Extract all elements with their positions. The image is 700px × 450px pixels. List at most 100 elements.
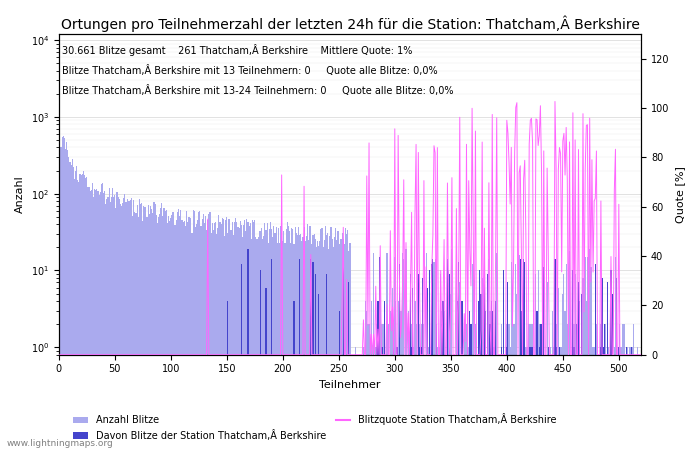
Bar [448,270,449,450]
Bar [94,189,95,450]
Bar [92,183,93,450]
Bar [375,347,377,450]
Bar [491,310,493,450]
Bar [232,222,233,450]
Bar [86,177,88,450]
Bar [269,229,270,450]
Bar [265,288,267,450]
Bar [482,278,483,450]
Bar [371,301,372,450]
Bar [112,188,113,450]
Bar [393,347,394,450]
Bar [82,174,83,450]
Bar [142,221,144,450]
Bar [528,347,530,450]
Bar [511,262,512,450]
Bar [148,205,149,450]
Bar [532,324,533,450]
Bar [601,278,603,450]
Bar [500,347,502,450]
Bar [103,193,104,450]
Bar [526,347,528,450]
Bar [620,347,622,450]
Bar [521,310,522,450]
Bar [532,347,533,450]
Bar [586,301,587,450]
Bar [379,278,381,450]
Bar [525,347,526,450]
Bar [363,347,364,450]
Bar [140,204,141,450]
Bar [323,240,325,450]
Bar [207,220,209,450]
Bar [64,138,65,450]
Text: 30.661 Blitze gesamt    261 Thatcham,Â Berkshire    Mittlere Quote: 1%: 30.661 Blitze gesamt 261 Thatcham,Â Berk… [62,44,412,56]
Bar [259,231,260,450]
Bar [312,235,314,450]
Bar [418,274,419,450]
Bar [198,212,200,450]
X-axis label: Teilnehmer: Teilnehmer [319,380,381,390]
Bar [480,293,482,450]
Bar [631,347,633,450]
Bar [300,234,301,450]
Bar [155,215,157,450]
Bar [181,220,183,450]
Bar [224,236,225,450]
Bar [422,278,423,450]
Bar [85,178,86,450]
Bar [280,226,281,450]
Bar [473,253,474,450]
Bar [209,212,211,450]
Bar [139,199,140,450]
Bar [469,310,470,450]
Bar [183,221,185,450]
Bar [515,265,517,450]
Bar [381,324,382,450]
Bar [390,310,391,450]
Bar [101,184,102,450]
Bar [485,310,486,450]
Bar [467,347,468,450]
Bar [147,217,148,450]
Bar [449,274,450,450]
Bar [319,241,321,450]
Bar [514,324,515,450]
Bar [400,310,401,450]
Bar [273,226,274,450]
Bar [83,171,84,450]
Bar [306,236,307,450]
Bar [487,274,489,450]
Bar [614,347,615,450]
Bar [65,149,66,450]
Bar [596,324,597,450]
Bar [216,234,217,450]
Bar [607,283,608,450]
Bar [393,324,394,450]
Bar [457,301,458,450]
Bar [573,324,575,450]
Bar [293,301,295,450]
Bar [587,257,588,450]
Bar [396,347,398,450]
Bar [127,201,129,450]
Bar [67,150,69,450]
Bar [347,230,349,450]
Bar [618,347,620,450]
Bar [133,199,134,450]
Bar [344,244,345,450]
Bar [298,227,299,450]
Bar [447,259,448,450]
Bar [197,220,198,450]
Bar [622,324,623,450]
Bar [218,215,220,450]
Bar [149,214,150,450]
Bar [284,243,286,450]
Bar [403,259,405,450]
Bar [439,347,440,450]
Bar [93,197,94,450]
Bar [623,324,624,450]
Bar [382,324,383,450]
Bar [547,347,549,450]
Bar [588,278,589,450]
